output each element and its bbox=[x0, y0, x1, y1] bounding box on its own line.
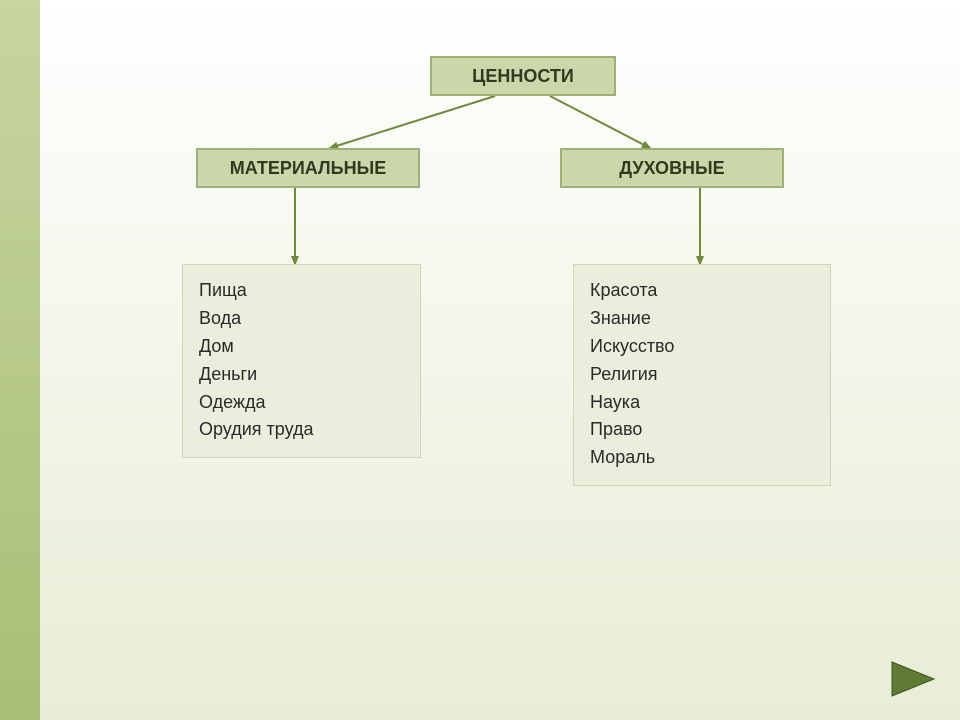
arrow-root-to-right bbox=[550, 96, 650, 148]
list-item: Искусство bbox=[590, 333, 814, 361]
list-item: Право bbox=[590, 416, 814, 444]
slide-canvas: ЦЕННОСТИ МАТЕРИАЛЬНЫЕ ДУХОВНЫЕ ПищаВодаД… bbox=[0, 0, 960, 720]
list-item: Орудия труда bbox=[199, 416, 404, 444]
list-item: Мораль bbox=[590, 444, 814, 472]
play-icon bbox=[888, 660, 938, 698]
list-item: Одежда bbox=[199, 389, 404, 417]
list-item: Религия bbox=[590, 361, 814, 389]
play-triangle bbox=[892, 662, 934, 696]
node-root: ЦЕННОСТИ bbox=[430, 56, 616, 96]
left-decorative-bar bbox=[0, 0, 40, 720]
list-item: Пища bbox=[199, 277, 404, 305]
arrow-root-to-left bbox=[330, 96, 495, 148]
node-root-label: ЦЕННОСТИ bbox=[472, 66, 574, 87]
node-material: МАТЕРИАЛЬНЫЕ bbox=[196, 148, 420, 188]
list-item: Знание bbox=[590, 305, 814, 333]
next-slide-button[interactable] bbox=[888, 660, 938, 698]
list-item: Красота bbox=[590, 277, 814, 305]
list-spiritual: КрасотаЗнаниеИскусствоРелигияНаукаПравоМ… bbox=[573, 264, 831, 486]
list-item: Вода bbox=[199, 305, 404, 333]
list-material: ПищаВодаДомДеньгиОдеждаОрудия труда bbox=[182, 264, 421, 458]
list-item: Дом bbox=[199, 333, 404, 361]
node-spiritual: ДУХОВНЫЕ bbox=[560, 148, 784, 188]
node-spiritual-label: ДУХОВНЫЕ bbox=[619, 158, 724, 179]
node-material-label: МАТЕРИАЛЬНЫЕ bbox=[230, 158, 386, 179]
list-item: Деньги bbox=[199, 361, 404, 389]
list-item: Наука bbox=[590, 389, 814, 417]
